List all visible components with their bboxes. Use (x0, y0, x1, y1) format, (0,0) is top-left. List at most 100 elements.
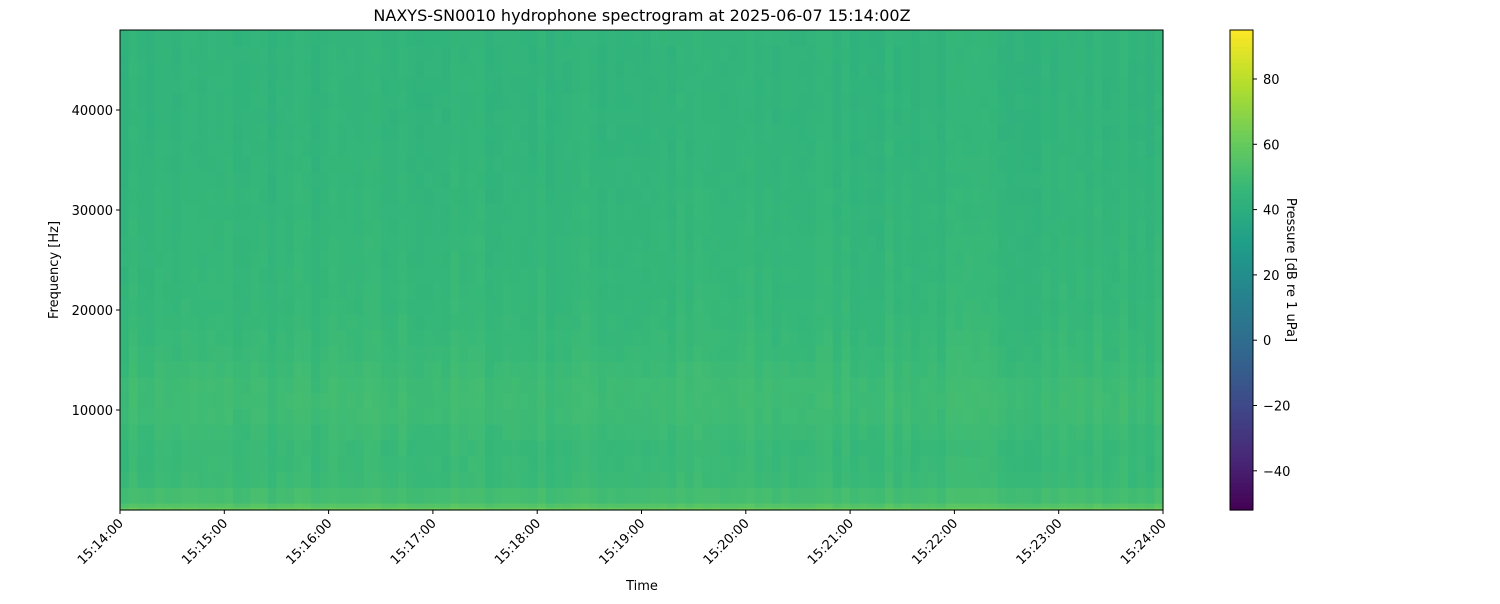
spectrogram-cell (172, 171, 182, 189)
spectrogram-cell (937, 282, 947, 299)
spectrogram-cell (163, 408, 173, 425)
spectrogram-cell (1023, 234, 1034, 252)
spectrogram-cell (554, 250, 564, 268)
spectrogram-cell (198, 234, 208, 252)
spectrogram-cell (1067, 219, 1077, 236)
spectrogram-cell (737, 408, 747, 425)
spectrogram-cell (519, 77, 530, 94)
spectrogram-cell (450, 156, 460, 173)
spectrogram-cell (884, 376, 895, 394)
spectrogram-cell (1119, 503, 1129, 508)
spectrogram-cell (467, 219, 477, 236)
spectrogram-cell (763, 93, 773, 110)
spectrogram-cell (511, 392, 521, 409)
spectrogram-cell (424, 507, 434, 511)
spectrogram-cell (172, 313, 182, 331)
spectrogram-cell (702, 156, 712, 173)
spectrogram-cell (867, 171, 877, 189)
spectrogram-cell (337, 266, 347, 283)
spectrogram-cell (606, 219, 617, 236)
spectrogram-cell (1093, 124, 1103, 141)
spectrogram-cell (632, 77, 643, 94)
spectrogram-cell (676, 93, 686, 110)
spectrogram-cell (1067, 329, 1077, 346)
spectrogram-cell (945, 30, 955, 47)
spectrogram-cell (293, 487, 304, 504)
spectrogram-cell (745, 361, 756, 378)
spectrogram-cell (1050, 250, 1060, 268)
spectrogram-cell (537, 219, 547, 236)
spectrogram-cell (224, 345, 234, 362)
spectrogram-cell (198, 30, 208, 47)
spectrogram-cell (876, 345, 886, 362)
spectrogram-cell (850, 219, 860, 236)
spectrogram-cell (780, 234, 790, 252)
spectrogram-cell (789, 266, 799, 283)
spectrogram-cell (598, 93, 608, 110)
spectrogram-cell (858, 171, 869, 189)
spectrogram-cell (806, 171, 816, 189)
spectrogram-cell (937, 455, 947, 473)
spectrogram-cell (997, 30, 1008, 47)
spectrogram-cell (450, 61, 460, 78)
spectrogram-cell (137, 156, 147, 173)
spectrogram-cell (458, 250, 469, 268)
spectrogram-cell (806, 503, 816, 508)
spectrogram-cell (363, 250, 373, 268)
colorbar-segment (1230, 102, 1253, 107)
spectrogram-cell (476, 234, 486, 252)
spectrogram-cell (658, 298, 669, 315)
spectrogram-cell (432, 408, 443, 425)
spectrogram-cell (693, 234, 703, 252)
spectrogram-cell (241, 392, 251, 409)
spectrogram-cell (684, 376, 695, 394)
spectrogram-cell (545, 329, 556, 346)
spectrogram-cell (589, 156, 599, 173)
spectrogram-cell (224, 282, 234, 299)
spectrogram-cell (684, 250, 695, 268)
spectrogram-cell (754, 30, 764, 47)
spectrogram-cell (128, 408, 138, 425)
spectrogram-cell (641, 234, 651, 252)
spectrogram-cell (328, 219, 338, 236)
spectrogram-cell (737, 507, 747, 511)
spectrogram-cell (545, 187, 556, 205)
spectrogram-cell (189, 124, 199, 141)
spectrogram-cell (589, 507, 599, 511)
spectrogram-cell (250, 30, 260, 47)
spectrogram-cell (841, 156, 851, 173)
spectrogram-cell (1128, 140, 1138, 157)
spectrogram-cell (702, 408, 712, 425)
spectrogram-cell (684, 234, 695, 252)
spectrogram-cell (163, 171, 173, 189)
spectrogram-cell (667, 487, 677, 504)
spectrogram-cell (641, 250, 651, 268)
spectrogram-cell (711, 408, 721, 425)
spectrogram-cell (285, 45, 295, 63)
spectrogram-cell (589, 487, 599, 504)
colorbar-segment (1230, 266, 1253, 271)
spectrogram-cell (154, 392, 165, 409)
spectrogram-cell (641, 329, 651, 346)
spectrogram-cell (780, 77, 790, 94)
spectrogram-cell (632, 234, 643, 252)
spectrogram-cell (389, 30, 399, 47)
spectrogram-cell (902, 219, 912, 236)
spectrogram-cell (1015, 313, 1025, 331)
spectrogram-cell (1110, 124, 1121, 141)
spectrogram-cell (224, 124, 234, 141)
spectrogram-cell (1058, 203, 1068, 220)
spectrogram-cell (641, 203, 651, 220)
spectrogram-cell (450, 30, 460, 47)
spectrogram-cell (858, 30, 869, 47)
spectrogram-cell (667, 282, 677, 299)
spectrogram-cell (667, 392, 677, 409)
spectrogram-cell (398, 266, 408, 283)
spectrogram-cell (363, 408, 373, 425)
spectrogram-cell (850, 345, 860, 362)
spectrogram-cell (458, 77, 469, 94)
colorbar-segment (1230, 310, 1253, 315)
spectrogram-cell (432, 124, 443, 141)
spectrogram-cell (824, 487, 834, 504)
spectrogram-cell (267, 507, 278, 511)
